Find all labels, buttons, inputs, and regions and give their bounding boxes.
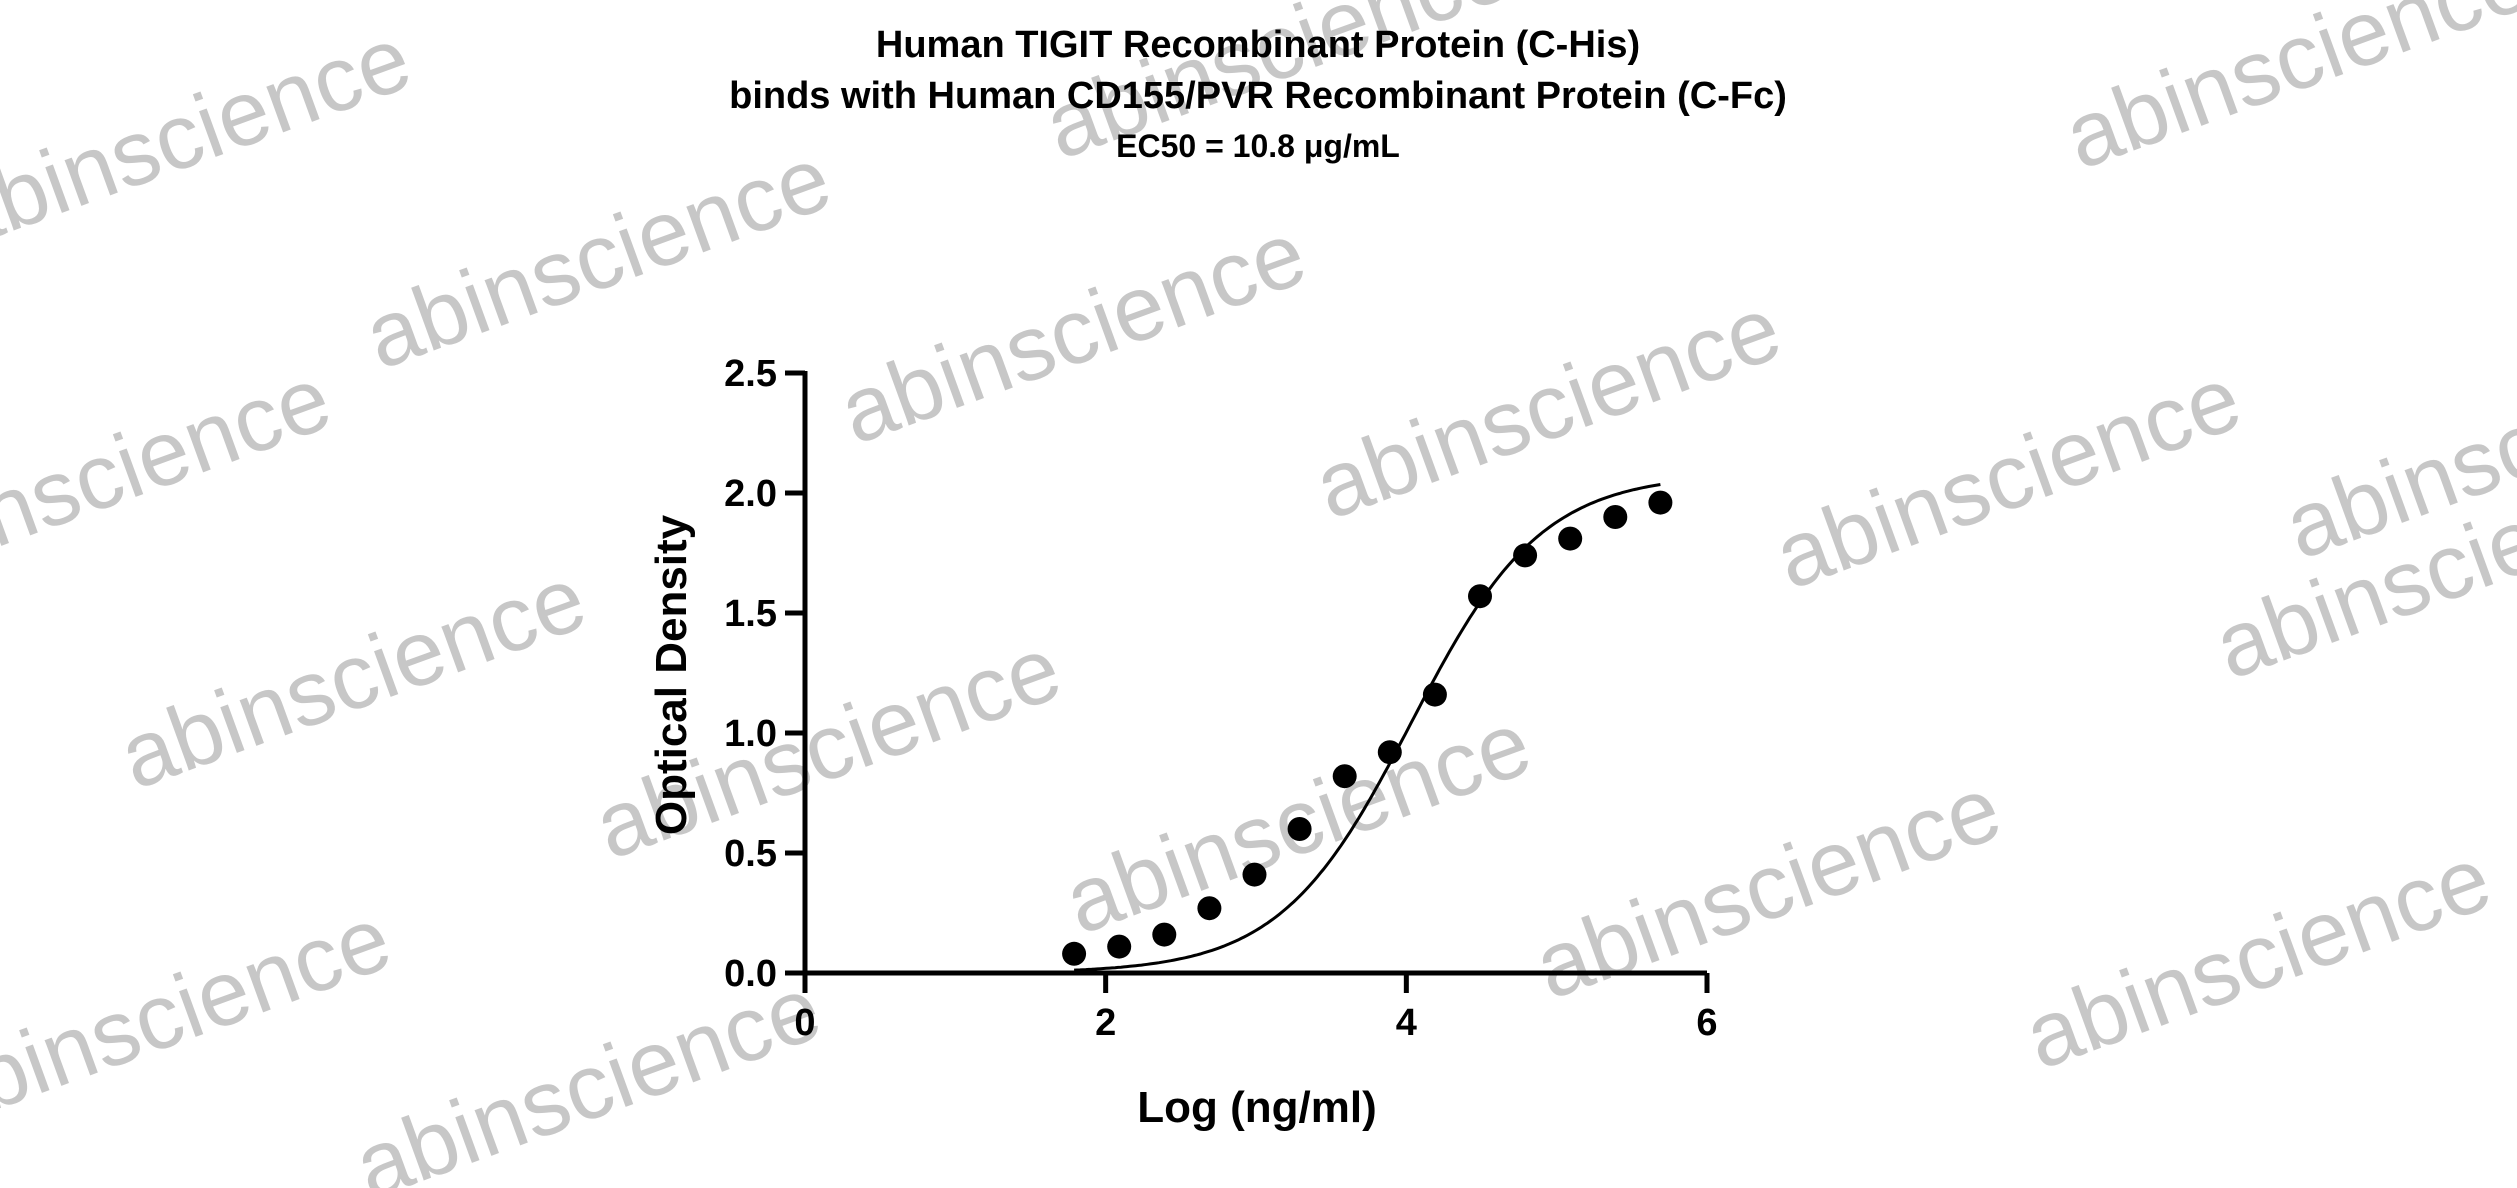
axes: 0 2 4 6 0.0 0.5 1.0 1.5 2.0 2.5: [724, 353, 1717, 1044]
data-point: [1513, 543, 1538, 568]
chart-subtitle: binds with Human CD155/PVR Recombinant P…: [729, 75, 1787, 117]
watermark-text: abinscience: [2012, 827, 2503, 1089]
x-tick-label: 4: [1396, 1002, 1417, 1044]
watermark-text: abinscience: [1522, 757, 2013, 1019]
data-point: [1558, 526, 1583, 551]
data-point: [1062, 941, 1087, 966]
x-tick-label: 6: [1696, 1002, 1717, 1044]
watermark-text: abinscience: [0, 347, 343, 609]
y-axis-label: Optical Density: [647, 514, 696, 835]
fit-curve: [1074, 483, 1661, 972]
watermark-text: abinscience: [2052, 0, 2517, 189]
watermark-text: abinscience: [107, 547, 598, 809]
watermark-text: abinscience: [0, 7, 423, 269]
y-tick-label: 0.5: [724, 833, 777, 875]
x-tick-label: 2: [1095, 1002, 1116, 1044]
y-tick-label: 2.0: [724, 473, 777, 515]
watermark-text: abinscience: [1302, 277, 1793, 539]
watermark-text: abinscience: [827, 202, 1318, 464]
ec50-annotation: EC50 = 10.8 μg/mL: [1116, 128, 1400, 164]
data-point: [1332, 764, 1357, 789]
data-points: [1062, 490, 1673, 966]
watermark-text: abinscience: [0, 887, 403, 1149]
chart-title: Human TIGIT Recombinant Protein (C-His): [876, 24, 1640, 66]
y-tick-label: 1.0: [724, 713, 777, 755]
data-point: [1242, 862, 1267, 887]
y-tick-label: 1.5: [724, 593, 777, 635]
data-point: [1107, 934, 1132, 959]
data-point: [1422, 682, 1447, 707]
data-point: [1467, 584, 1492, 609]
data-point: [1152, 922, 1177, 947]
data-point: [1648, 490, 1673, 515]
data-point: [1377, 740, 1402, 765]
x-tick-label: 0: [794, 1002, 815, 1044]
x-axis-label: Log (ng/ml): [1137, 1083, 1377, 1132]
y-tick-label: 0.0: [724, 953, 777, 995]
watermark-text: abinscience: [1762, 347, 2253, 609]
watermark-text: abinscience: [352, 127, 843, 389]
data-point: [1603, 505, 1628, 529]
y-tick-label: 2.5: [724, 353, 777, 395]
data-point: [1287, 817, 1312, 841]
data-point: [1197, 896, 1222, 921]
